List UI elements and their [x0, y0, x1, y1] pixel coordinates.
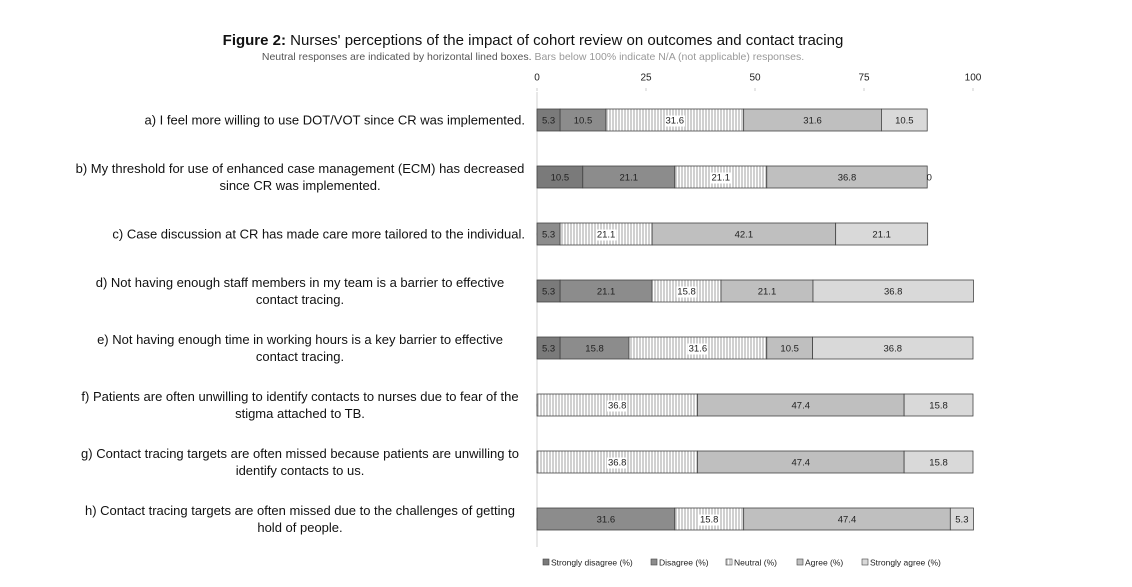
bar-segment — [903, 450, 974, 474]
value-label: 36.8 — [884, 344, 903, 355]
value-label: 5.3 — [542, 116, 555, 127]
value-label: 47.4 — [792, 458, 811, 469]
value-label: 47.4 — [838, 515, 857, 526]
label-bg — [687, 343, 709, 355]
value-label: 21.1 — [872, 230, 891, 241]
value-label: 5.3 — [955, 515, 968, 526]
legend-swatch — [861, 558, 869, 566]
legend-label: Neutral (%) — [734, 557, 777, 567]
label-bg — [710, 172, 732, 184]
label-bg — [676, 286, 697, 298]
subtitle-note: Bars below 100% indicate N/A (not applic… — [534, 51, 805, 63]
x-tick-label: 50 — [749, 73, 761, 84]
value-label: 31.6 — [803, 116, 822, 127]
legend-label: Strongly disagree (%) — [551, 557, 633, 567]
value-label: 21.1 — [712, 173, 731, 184]
value-label: 42.1 — [735, 230, 754, 241]
label-bg — [595, 229, 617, 241]
category-label: a) I feel more willing to use DOT/VOT si… — [144, 112, 525, 128]
title: Figure 2: Nurses' perceptions of the imp… — [0, 32, 1066, 49]
value-label: 31.6 — [666, 116, 685, 127]
category-label: c) Case discussion at CR has made care m… — [112, 226, 525, 242]
bar-segment — [812, 279, 974, 303]
value-label: 5.3 — [542, 344, 555, 355]
value-label: 36.8 — [884, 287, 903, 298]
category-label: g) Contact tracing targets are often mis… — [81, 446, 519, 478]
bar-segment — [766, 165, 928, 189]
x-tick-label: 75 — [858, 73, 870, 84]
bar-segment — [949, 507, 974, 531]
legend-swatch — [725, 558, 733, 566]
value-label: 15.8 — [677, 287, 696, 298]
category-label: f) Patients are often unwilling to ident… — [81, 389, 519, 421]
category-label: e) Not having enough time in working hou… — [97, 332, 503, 364]
value-label: 31.6 — [597, 515, 616, 526]
label-bg — [606, 400, 628, 412]
legend-swatch — [542, 558, 550, 566]
value-label: 47.4 — [792, 401, 811, 412]
value-label: 36.8 — [608, 401, 627, 412]
value-label: 5.3 — [542, 287, 555, 298]
bar-segment — [903, 393, 974, 417]
legend-swatch — [796, 558, 804, 566]
subtitle-text: Neutral responses are indicated by horiz… — [261, 51, 532, 63]
bar-segment — [812, 336, 974, 360]
x-tick-label: 25 — [640, 73, 652, 84]
value-label: 10.5 — [574, 116, 593, 127]
value-label: 10.5 — [895, 116, 914, 127]
bar-segment — [835, 222, 929, 246]
header: Figure 2: Nurses' perceptions of the imp… — [0, 32, 1066, 63]
value-label: 36.8 — [838, 173, 857, 184]
x-tick-label: 100 — [965, 73, 982, 84]
title-prefix: Figure 2: — [222, 32, 286, 49]
value-label: 10.5 — [551, 173, 570, 184]
legend-swatch — [650, 558, 658, 566]
legend-label: Strongly agree (%) — [870, 557, 941, 567]
value-label: 21.1 — [597, 287, 616, 298]
value-label: 15.8 — [929, 458, 948, 469]
value-label: 15.8 — [929, 401, 948, 412]
x-tick-label: 0 — [534, 73, 540, 84]
value-label: 36.8 — [608, 458, 627, 469]
subtitle: Neutral responses are indicated by horiz… — [0, 51, 1066, 63]
category-label: b) My threshold for use of enhanced case… — [75, 161, 525, 193]
value-label: 15.8 — [585, 344, 604, 355]
value-label: 21.1 — [597, 230, 616, 241]
label-bg — [698, 514, 720, 526]
value-label: 21.1 — [620, 173, 639, 184]
legend-label: Agree (%) — [805, 557, 843, 567]
title-text: Nurses' perceptions of the impact of coh… — [290, 32, 844, 49]
value-label: 5.3 — [542, 230, 555, 241]
value-label: 10.5 — [780, 344, 799, 355]
category-label: h) Contact tracing targets are often mis… — [85, 503, 515, 535]
category-label: d) Not having enough staff members in my… — [95, 275, 505, 307]
legend-label: Disagree (%) — [659, 557, 709, 567]
label-bg — [664, 115, 686, 127]
value-label: 21.1 — [758, 287, 777, 298]
value-label: 15.8 — [700, 515, 719, 526]
label-bg — [606, 457, 628, 469]
value-label: 31.6 — [689, 344, 708, 355]
bar-segment — [881, 108, 928, 132]
value-label: 0 — [927, 173, 932, 184]
